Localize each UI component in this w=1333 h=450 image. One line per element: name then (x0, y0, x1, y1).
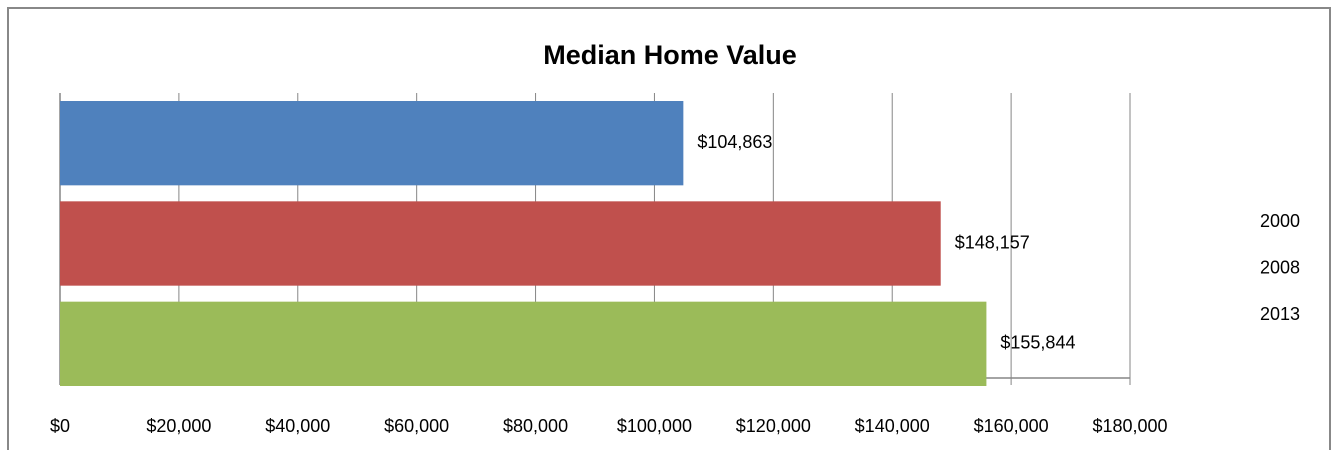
value-label: $155,844 (1000, 333, 1075, 353)
chart-title: Median Home Value (543, 40, 797, 70)
x-tick-label: $140,000 (855, 416, 930, 436)
x-tick-label: $120,000 (736, 416, 811, 436)
x-tick-label: $0 (50, 416, 70, 436)
chart-border (7, 7, 1331, 450)
value-label: $148,157 (955, 232, 1030, 252)
x-tick-label: $160,000 (974, 416, 1049, 436)
bar (60, 301, 987, 386)
x-tick-label: $80,000 (503, 416, 568, 436)
bar (60, 201, 941, 286)
x-tick-label: $100,000 (617, 416, 692, 436)
bar (60, 101, 684, 186)
legend-label: 2008 (1260, 257, 1300, 277)
legend-label: 2013 (1260, 304, 1300, 324)
legend-label: 2000 (1260, 211, 1300, 231)
value-label: $104,863 (697, 132, 772, 152)
x-tick-label: $180,000 (1092, 416, 1167, 436)
x-tick-label: $20,000 (146, 416, 211, 436)
x-tick-label: $60,000 (384, 416, 449, 436)
x-tick-label: $40,000 (265, 416, 330, 436)
